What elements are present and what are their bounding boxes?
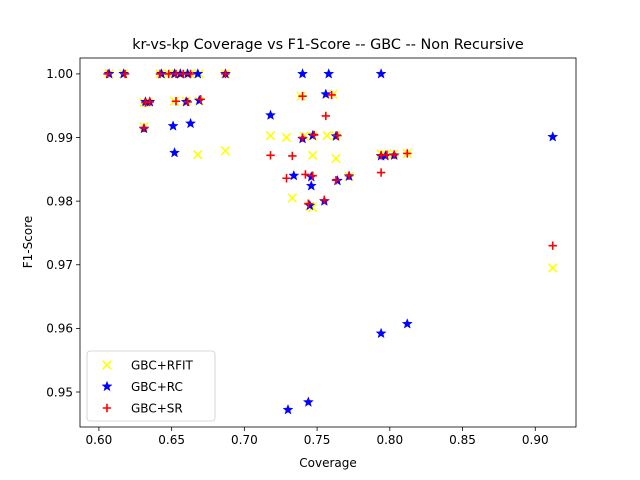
- data-point: [288, 169, 300, 181]
- data-point: [221, 69, 230, 79]
- data-point: [179, 69, 188, 79]
- data-point: [145, 97, 155, 107]
- data-point: [103, 69, 112, 79]
- data-point: [321, 111, 331, 121]
- data-point: [297, 68, 309, 79]
- data-point: [320, 88, 332, 99]
- y-axis: 0.95 0.96 0.97 0.98 0.99 1.00: [46, 67, 80, 399]
- legend-marker: [102, 360, 112, 370]
- data-point: [548, 241, 557, 250]
- data-point: [266, 151, 275, 160]
- plot-frame: [79, 57, 577, 428]
- x-tick-label: 0.80: [376, 433, 403, 447]
- x-tick-label: 0.65: [158, 433, 185, 447]
- data-point: [171, 97, 181, 106]
- data-point: [281, 132, 292, 143]
- data-point: [287, 193, 298, 203]
- data-point: [186, 69, 195, 79]
- legend-marker: [101, 380, 113, 392]
- data-point: [185, 117, 197, 129]
- data-point: [305, 180, 317, 191]
- data-point: [401, 318, 413, 329]
- x-tick-label: 0.85: [449, 433, 476, 447]
- data-point: [169, 147, 181, 158]
- data-point: [139, 123, 149, 133]
- data-point: [323, 68, 335, 79]
- legend-marker: [102, 403, 112, 413]
- data-point: [320, 195, 329, 205]
- data-point: [331, 175, 341, 185]
- data-point: [193, 149, 203, 160]
- data-point: [375, 327, 387, 339]
- data-point: [322, 130, 333, 141]
- data-point: [192, 68, 204, 79]
- legend-label: GBC+RC: [131, 380, 183, 394]
- data-point: [333, 131, 342, 140]
- data-point: [307, 150, 318, 161]
- data-point: [547, 131, 559, 142]
- data-point: [389, 150, 399, 159]
- data-point: [547, 263, 558, 273]
- data-point: [196, 95, 205, 104]
- data-point: [282, 174, 291, 183]
- points-layer: [103, 68, 559, 415]
- legend-label: GBC+SR: [131, 401, 183, 415]
- data-point: [308, 171, 317, 180]
- data-point: [309, 130, 319, 140]
- y-tick-label: 1.00: [46, 67, 73, 81]
- data-point: [164, 69, 173, 79]
- data-point: [298, 91, 307, 101]
- data-point: [183, 97, 192, 107]
- series-gbc-sr: [103, 69, 557, 250]
- x-tick-label: 0.70: [231, 433, 258, 447]
- x-axis-label: Coverage: [299, 456, 357, 470]
- data-point: [302, 396, 314, 407]
- data-point: [171, 69, 181, 79]
- data-point: [220, 146, 231, 156]
- chart-title: kr-vs-kp Coverage vs F1-Score -- GBC -- …: [132, 37, 524, 53]
- y-tick-label: 0.97: [46, 258, 73, 272]
- legend-entry: GBC+RC: [101, 380, 183, 394]
- y-tick-label: 0.96: [46, 322, 73, 336]
- data-point: [288, 151, 297, 161]
- data-point: [403, 149, 412, 158]
- data-point: [301, 170, 310, 179]
- legend: GBC+RFIT GBC+RC GBC+SR: [86, 350, 216, 422]
- legend-label: GBC+RFIT: [131, 358, 194, 372]
- y-tick-label: 0.95: [46, 385, 73, 399]
- data-point: [120, 69, 130, 79]
- data-point: [376, 168, 386, 177]
- data-point: [344, 171, 354, 180]
- x-axis: 0.60 0.65 0.70 0.75 0.80 0.85 0.90: [86, 427, 549, 447]
- legend-box: [86, 350, 216, 422]
- y-tick-label: 0.98: [46, 194, 73, 208]
- data-point: [298, 133, 307, 142]
- data-point: [331, 153, 341, 164]
- legend-entry: GBC+RFIT: [102, 358, 194, 372]
- data-point: [155, 69, 165, 79]
- data-point: [327, 90, 336, 100]
- legend-entry: GBC+SR: [102, 401, 183, 415]
- data-point: [167, 120, 179, 131]
- y-axis-label: F1-Score: [21, 216, 35, 268]
- data-point: [382, 150, 392, 159]
- data-point: [265, 109, 277, 120]
- data-point: [282, 404, 294, 415]
- x-tick-label: 0.60: [86, 433, 113, 447]
- x-tick-label: 0.75: [304, 433, 331, 447]
- data-point: [304, 199, 313, 208]
- data-point: [375, 68, 387, 79]
- data-point: [265, 130, 276, 141]
- y-tick-label: 0.99: [46, 131, 73, 145]
- x-tick-label: 0.90: [522, 433, 549, 447]
